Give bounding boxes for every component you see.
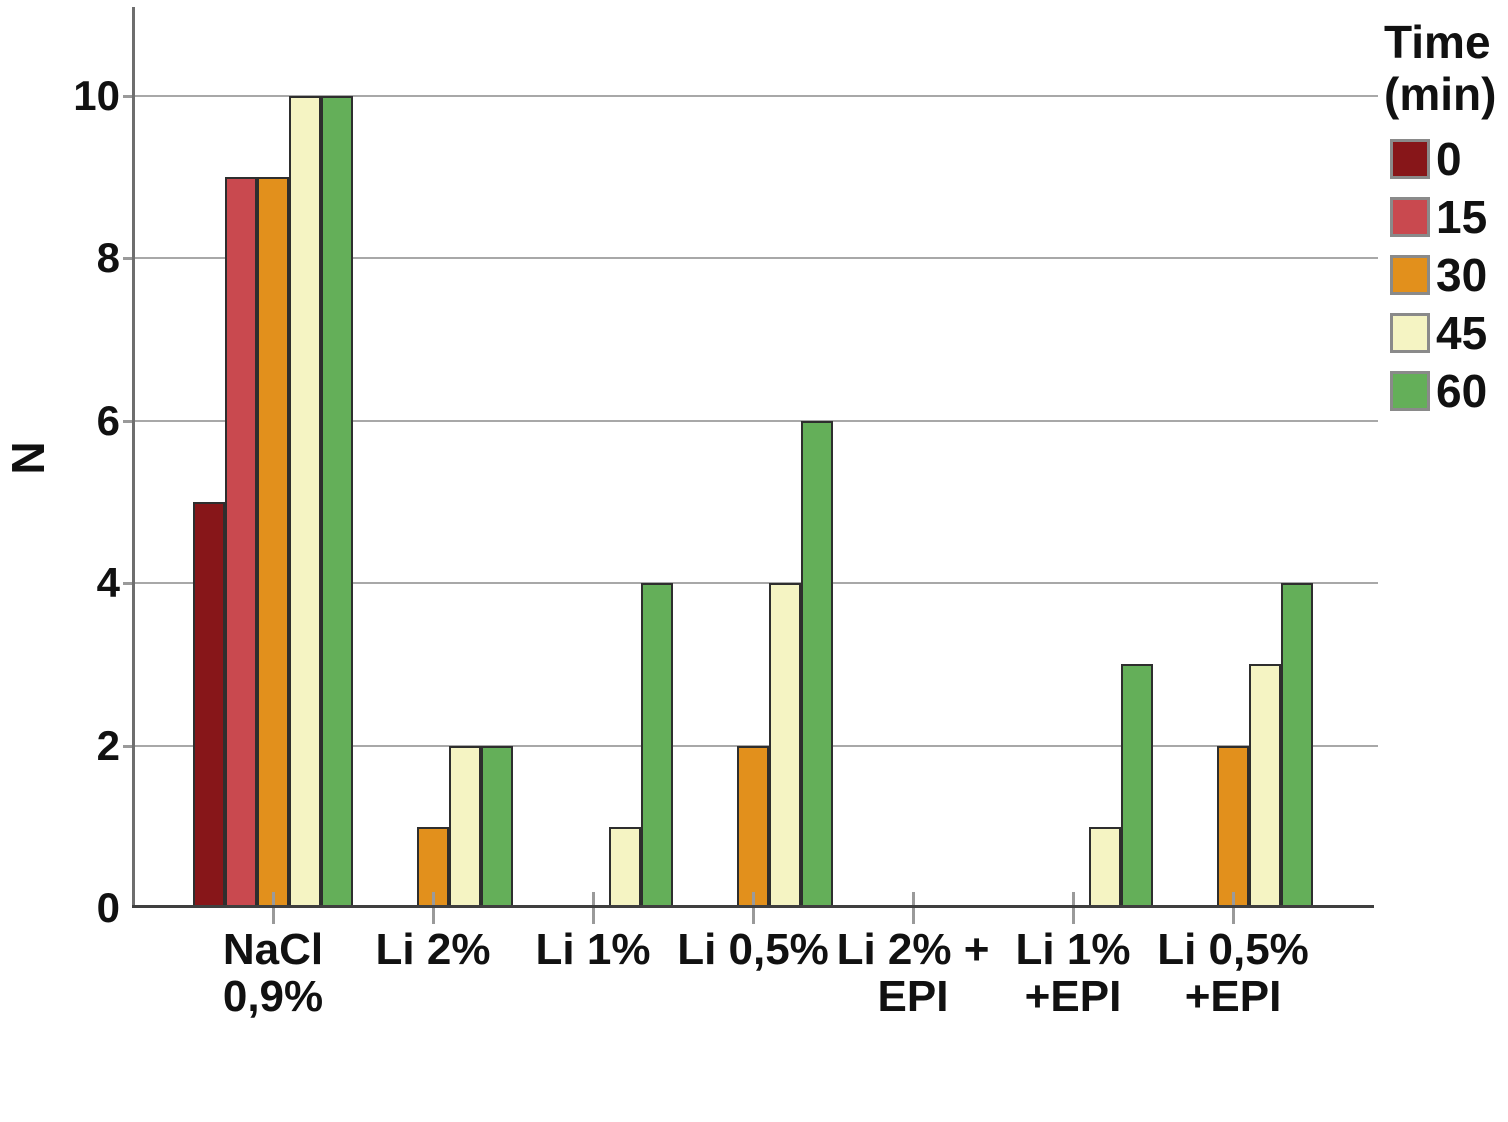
legend-swatch-0 (1390, 139, 1430, 179)
bar-nacl-0-9-t45 (289, 96, 321, 908)
bar-li-0-5-epi-t30 (1217, 746, 1249, 908)
x-tick-mark-nacl-0-9 (272, 892, 275, 924)
y-tick-mark-6 (123, 419, 132, 423)
x-axis-label-li-1: Li 1% (535, 925, 651, 974)
y-tick-label-6: 6 (96, 396, 120, 444)
y-tick-label-4: 4 (96, 559, 120, 607)
gridline-10 (132, 95, 1378, 97)
legend-item-label-0: 0 (1436, 133, 1462, 185)
x-tick-mark-li-0-5 (752, 892, 755, 924)
bar-li-0-5-t30 (737, 746, 769, 908)
bar-nacl-0-9-t30 (257, 177, 289, 908)
legend-swatch-60 (1390, 371, 1430, 411)
bar-group-li-2-epi (833, 7, 993, 908)
x-axis-label-li-1-epi: Li 1% +EPI (1015, 925, 1131, 1021)
bar-li-1-epi-t60 (1121, 664, 1153, 908)
x-axis-label-li-0-5: Li 0,5% (677, 925, 829, 974)
bar-li-0-5-epi-t45 (1249, 664, 1281, 908)
bar-li-1-t60 (641, 583, 673, 908)
bar-li-1-epi-t45 (1089, 827, 1121, 908)
bar-nacl-0-9-t15 (225, 177, 257, 908)
bar-li-2-t60 (481, 746, 513, 908)
bar-li-1-t45 (609, 827, 641, 908)
y-axis-line (132, 7, 135, 908)
y-tick-label-8: 8 (96, 234, 120, 282)
x-axis-label-nacl-0-9: NaCl 0,9% (222, 925, 324, 1021)
legend: Time (min) 0 15 30 45 60 (1384, 16, 1508, 426)
y-tick-mark-8 (123, 257, 132, 261)
x-axis-line (132, 905, 1374, 908)
legend-title: Time (min) (1384, 16, 1497, 120)
x-axis-label-li-2-epi: Li 2% + EPI (836, 925, 990, 1021)
y-tick-label-10: 10 (73, 72, 120, 119)
x-axis-label-li-2: Li 2% (375, 925, 491, 974)
y-tick-mark-2 (123, 744, 132, 748)
legend-items: 0 15 30 45 60 (1384, 136, 1508, 414)
legend-item-label-45: 45 (1436, 307, 1488, 359)
legend-item-60: 60 (1390, 368, 1508, 414)
x-tick-mark-li-0-5-epi (1232, 892, 1235, 924)
gridline-6 (132, 419, 1378, 422)
gridline-8 (132, 257, 1378, 260)
y-tick-mark-10 (123, 95, 132, 98)
y-tick-label-2: 2 (96, 721, 120, 769)
bar-li-0-5-t60 (801, 421, 833, 908)
bar-group-li-1-epi (993, 7, 1153, 908)
legend-item-45: 45 (1390, 310, 1508, 356)
legend-item-0: 0 (1390, 136, 1508, 182)
bar-nacl-0-9-t0 (193, 502, 225, 908)
legend-item-15: 15 (1390, 194, 1508, 240)
bar-group-li-0-5-epi (1153, 7, 1313, 908)
x-axis-label-li-0-5-epi: Li 0,5% +EPI (1157, 925, 1309, 1021)
legend-item-30: 30 (1390, 252, 1508, 298)
bar-li-0-5-epi-t60 (1281, 583, 1313, 908)
gridline-4 (132, 582, 1378, 585)
bar-group-li-1 (513, 7, 673, 908)
x-tick-mark-li-1-epi (1072, 892, 1075, 924)
footnotes: Li = Lidocaine; EPI: Epinephrine 1:200.0… (138, 1022, 1342, 1122)
y-tick-label-0: 0 (96, 884, 120, 931)
y-tick-labels: 0 2 4 6 8 10 (0, 7, 120, 929)
bar-nacl-0-9-t60 (321, 96, 353, 908)
bar-group-li-2 (353, 7, 513, 908)
legend-item-label-30: 30 (1436, 249, 1488, 301)
legend-swatch-15 (1390, 197, 1430, 237)
bar-li-0-5-t45 (769, 583, 801, 908)
legend-item-label-15: 15 (1436, 191, 1488, 243)
x-tick-mark-li-1 (592, 892, 595, 924)
x-tick-mark-li-2-epi (912, 892, 915, 924)
x-tick-mark-li-2 (432, 892, 435, 924)
legend-swatch-45 (1390, 313, 1430, 353)
bar-li-2-t45 (449, 746, 481, 908)
gridline-2 (132, 744, 1378, 747)
bar-group-nacl-0-9 (193, 7, 353, 908)
bar-group-li-0-5 (673, 7, 833, 908)
legend-item-label-60: 60 (1436, 365, 1488, 417)
y-tick-mark-4 (123, 582, 132, 586)
footnote-abbreviations: Li = Lidocaine; EPI: Epinephrine 1:200.0… (138, 1116, 1342, 1122)
plot-area (123, 7, 1378, 924)
legend-swatch-30 (1390, 255, 1430, 295)
